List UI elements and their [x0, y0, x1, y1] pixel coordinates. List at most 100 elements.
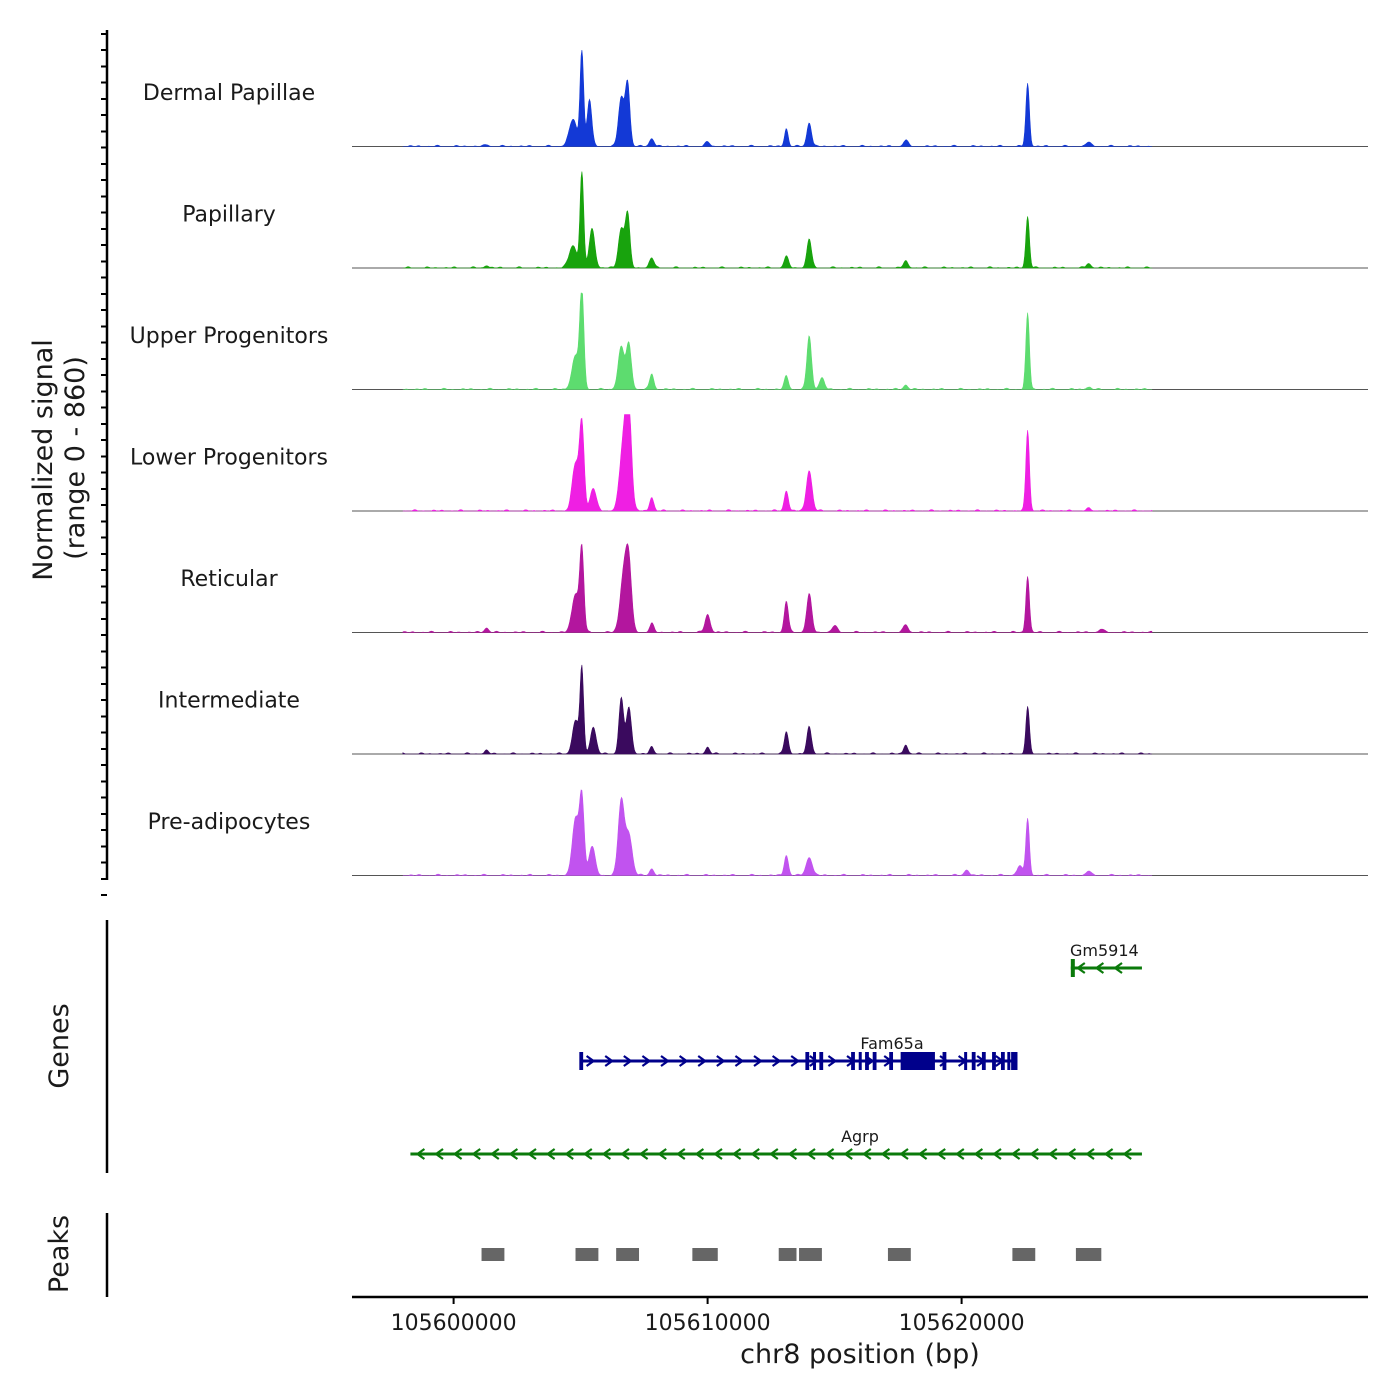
- gene-strand-chevron: [660, 1055, 670, 1067]
- gene-strand-chevron: [1113, 962, 1123, 974]
- gene-exon: [971, 1052, 976, 1070]
- x-tick-label: 105620000: [899, 1311, 1025, 1336]
- gene-strand-chevron: [954, 1148, 965, 1160]
- gene-strand-chevron: [824, 1148, 835, 1160]
- gene-exon: [865, 1052, 869, 1070]
- gene-strand-chevron: [1029, 1148, 1039, 1160]
- track-label: Reticular: [180, 567, 278, 592]
- gene-strand-chevron: [861, 1148, 872, 1160]
- coverage-area: [402, 49, 1153, 147]
- gene-exon: [579, 1052, 584, 1070]
- gene-strand-chevron: [716, 1055, 726, 1067]
- gene-exon: [858, 1052, 862, 1070]
- gene-label: Agrp: [841, 1127, 879, 1146]
- peaks-label: Peaks: [44, 1215, 75, 1293]
- track-label: Papillary: [182, 203, 276, 228]
- gene-exon: [900, 1052, 935, 1070]
- peak-region: [1012, 1248, 1036, 1261]
- gene-exon: [992, 1052, 996, 1070]
- gene-strand-chevron: [585, 1055, 596, 1067]
- gene-strand-chevron: [604, 1055, 615, 1067]
- gene-exon: [1007, 1052, 1011, 1070]
- peak-region: [887, 1248, 911, 1261]
- gene-strand-chevron: [620, 1148, 630, 1160]
- gene-strand-chevron: [771, 1055, 782, 1067]
- gene-strand-chevron: [790, 1055, 801, 1067]
- gene-exon: [942, 1052, 947, 1070]
- gene-strand-chevron: [899, 1148, 909, 1160]
- gene-strand-chevron: [1047, 1148, 1058, 1160]
- gene-strand-chevron: [638, 1148, 649, 1160]
- coverage-area: [402, 292, 1153, 390]
- peak-region: [575, 1248, 599, 1261]
- peak-region: [778, 1248, 797, 1261]
- gene-strand-chevron: [1122, 1148, 1132, 1160]
- track-label: Intermediate: [158, 689, 300, 714]
- gene-strand-chevron: [471, 1148, 481, 1160]
- gene-exon: [872, 1052, 877, 1070]
- gene-strand-chevron: [973, 1148, 984, 1160]
- gene-strand-chevron: [917, 1148, 928, 1160]
- track-label: Lower Progenitors: [130, 446, 328, 471]
- gene-exon: [819, 1052, 824, 1070]
- gene-strand-chevron: [806, 1148, 816, 1160]
- gene-strand-chevron: [694, 1148, 705, 1160]
- gene-strand-chevron: [527, 1148, 537, 1160]
- coverage-area: [402, 171, 1153, 269]
- gene-strand-chevron: [452, 1148, 463, 1160]
- gene-strand-chevron: [1010, 1148, 1021, 1160]
- gene-strand-chevron: [678, 1055, 689, 1067]
- gene-strand-chevron: [936, 1148, 946, 1160]
- gene-strand-chevron: [623, 1055, 633, 1067]
- gene-strand-chevron: [1094, 962, 1105, 974]
- gene-strand-chevron: [675, 1148, 686, 1160]
- gene-strand-chevron: [434, 1148, 444, 1160]
- coverage-area: [402, 664, 1153, 755]
- gene-strand-chevron: [827, 1055, 838, 1067]
- gene-strand-chevron: [601, 1148, 612, 1160]
- gene-strand-chevron: [768, 1148, 779, 1160]
- x-tick-label: 105610000: [645, 1311, 771, 1336]
- x-axis-label: chr8 position (bp): [740, 1339, 980, 1370]
- gene-exon: [813, 1052, 817, 1070]
- gene-strand-chevron: [1066, 1148, 1077, 1160]
- gene-strand-chevron: [809, 1055, 819, 1067]
- gene-exon: [805, 1052, 810, 1070]
- gene-strand-chevron: [731, 1148, 742, 1160]
- gene-strand-chevron: [753, 1055, 763, 1067]
- gene-exon: [1070, 959, 1075, 977]
- coverage-area: [402, 789, 1153, 876]
- peak-region: [799, 1248, 822, 1261]
- coverage-area: [402, 414, 1153, 512]
- gene-exon: [889, 1052, 894, 1070]
- gene-strand-chevron: [657, 1148, 667, 1160]
- gene-strand-chevron: [1085, 1148, 1095, 1160]
- gene-strand-chevron: [1075, 962, 1086, 974]
- gene-strand-chevron: [415, 1148, 426, 1160]
- gene-strand-chevron: [713, 1148, 723, 1160]
- signal-range-label: (range 0 - 860): [60, 356, 91, 560]
- genes-label: Genes: [44, 1003, 75, 1088]
- coverage-area: [402, 543, 1153, 633]
- gene-strand-chevron: [843, 1148, 853, 1160]
- gene-label: Fam65a: [860, 1034, 923, 1053]
- peak-region: [692, 1248, 718, 1261]
- gene-strand-chevron: [545, 1148, 556, 1160]
- x-tick-label: 105600000: [391, 1311, 517, 1336]
- gene-strand-chevron: [697, 1055, 708, 1067]
- gene-exon: [964, 1052, 968, 1070]
- gene-strand-chevron: [564, 1148, 574, 1160]
- peak-region: [616, 1248, 640, 1261]
- gene-label: Gm5914: [1070, 941, 1139, 960]
- gene-strand-chevron: [508, 1148, 519, 1160]
- gene-strand-chevron: [489, 1148, 500, 1160]
- gene-strand-chevron: [939, 1055, 949, 1067]
- gene-strand-chevron: [734, 1055, 745, 1067]
- gene-strand-chevron: [1103, 1148, 1114, 1160]
- gene-exon: [1011, 1052, 1018, 1070]
- peak-region: [1075, 1248, 1102, 1261]
- gene-exon: [851, 1052, 855, 1070]
- gene-strand-chevron: [582, 1148, 593, 1160]
